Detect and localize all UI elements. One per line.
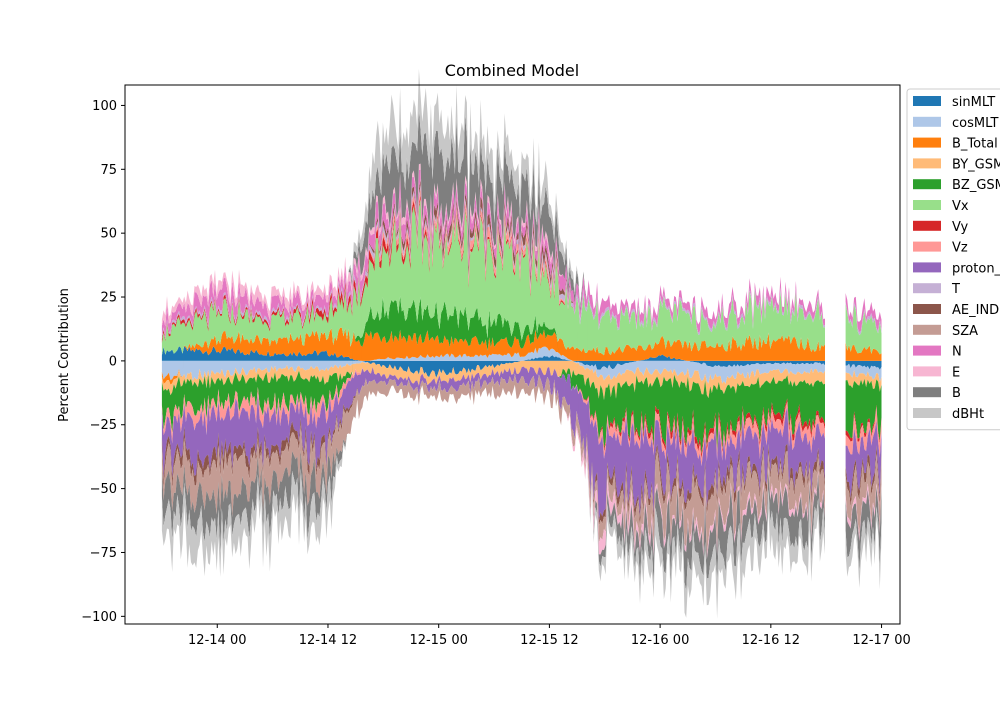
area-b — [161, 109, 825, 591]
legend-label-vy: Vy — [952, 220, 969, 235]
y-tick-label: −25 — [90, 418, 117, 433]
area-vx — [161, 199, 825, 356]
legend-label-e: E — [952, 365, 960, 380]
chart-title: Combined Model — [445, 61, 579, 80]
area-cosmlt — [845, 363, 882, 383]
legend-box — [906, 88, 1000, 431]
legend-swatch-b-total — [913, 137, 941, 148]
legend-swatch-b — [913, 387, 941, 398]
x-tick-label: 12-14 12 — [299, 633, 357, 648]
legend-swatch-bz-gsm — [913, 179, 941, 190]
area-ae-index — [845, 445, 882, 507]
area-b-total — [845, 342, 882, 361]
legend-swatch-sinmlt — [913, 96, 941, 106]
y-tick-label: 50 — [100, 227, 117, 242]
legend-label-dbht: dBHt — [952, 407, 984, 422]
area-series-group — [161, 68, 882, 619]
area-t — [845, 302, 882, 336]
y-tick-label: 100 — [92, 99, 117, 114]
legend-label-b: B — [952, 386, 961, 401]
legend-swatch-t — [913, 283, 941, 294]
legend-label-ae-index: AE_INDEX — [952, 303, 1000, 318]
legend-label-n: N — [952, 345, 962, 360]
y-tick-label: −100 — [81, 610, 117, 625]
legend-label-proton-density: proton_density — [952, 261, 1000, 276]
legend-swatch-proton-density — [913, 262, 941, 273]
x-tick-label: 12-16 00 — [631, 633, 689, 648]
x-tick-label: 12-15 00 — [409, 633, 467, 648]
area-bz-gsm — [845, 378, 882, 441]
area-vy — [845, 404, 882, 444]
area-cosmlt — [161, 346, 825, 384]
legend-label-b-total: B_Total — [952, 137, 998, 152]
area-b-total — [161, 327, 825, 385]
area-dbht — [845, 506, 882, 590]
legend-label-vz: Vz — [952, 241, 968, 256]
legend-label-sza: SZA — [952, 324, 978, 339]
axes-group: 100 75 50 25 0 −25 −50 −75 −100 12-14 00 12-14 12 1… — [81, 84, 911, 648]
x-tick-label: 12-15 12 — [520, 633, 578, 648]
area-proton-density — [161, 366, 825, 522]
legend-swatch-vy — [913, 220, 941, 231]
x-tick-label: 12-17 00 — [852, 633, 910, 648]
area-by-gsm — [161, 360, 825, 401]
area-vz — [161, 187, 825, 467]
legend-swatch-dbht — [913, 408, 941, 418]
legend-label-t: T — [951, 282, 960, 297]
area-e — [845, 483, 882, 542]
area-sinmlt — [845, 360, 882, 370]
legend-label-cosmlt: cosMLT — [952, 116, 999, 131]
plot-frame — [124, 84, 901, 625]
legend-label-by-gsm: BY_GSM — [952, 157, 1000, 172]
x-tick-label: 12-14 00 — [188, 633, 246, 648]
legend-swatch-vz — [913, 241, 941, 252]
legend: sinMLT cosMLT B_Total BY_GSM BZ_GSM Vx Vy Vz pro… — [906, 88, 1000, 431]
y-axis-label: Percent Contribution — [57, 288, 72, 422]
legend-label-bz-gsm: BZ_GSM — [952, 178, 1000, 193]
legend-label-sinmlt: sinMLT — [952, 95, 995, 110]
y-tick-label: 75 — [100, 163, 117, 178]
area-e — [161, 163, 825, 560]
legend-swatch-by-gsm — [913, 158, 941, 169]
legend-swatch-ae-index — [913, 304, 941, 314]
y-tick-label: −75 — [90, 546, 117, 561]
y-tick-label: 0 — [109, 354, 117, 369]
area-bz-gsm — [161, 295, 825, 455]
area-sinmlt — [161, 346, 825, 378]
legend-swatch-cosmlt — [913, 116, 941, 127]
y-tick-label: −50 — [90, 482, 117, 497]
y-tick-label: 25 — [100, 291, 117, 306]
legend-swatch-sza — [913, 324, 941, 335]
legend-label-vx: Vx — [952, 199, 969, 214]
legend-swatch-n — [913, 345, 941, 356]
area-sza — [845, 453, 882, 536]
area-vy — [161, 193, 825, 460]
area-b — [845, 486, 882, 571]
area-vz — [845, 406, 882, 458]
legend-swatch-e — [913, 366, 941, 377]
area-dbht — [161, 68, 825, 619]
area-n — [845, 293, 882, 333]
legend-swatch-vx — [913, 200, 941, 210]
x-tick-label: 12-16 12 — [742, 633, 800, 648]
area-vx — [845, 303, 882, 355]
area-by-gsm — [845, 370, 882, 392]
area-proton-density — [845, 420, 882, 499]
